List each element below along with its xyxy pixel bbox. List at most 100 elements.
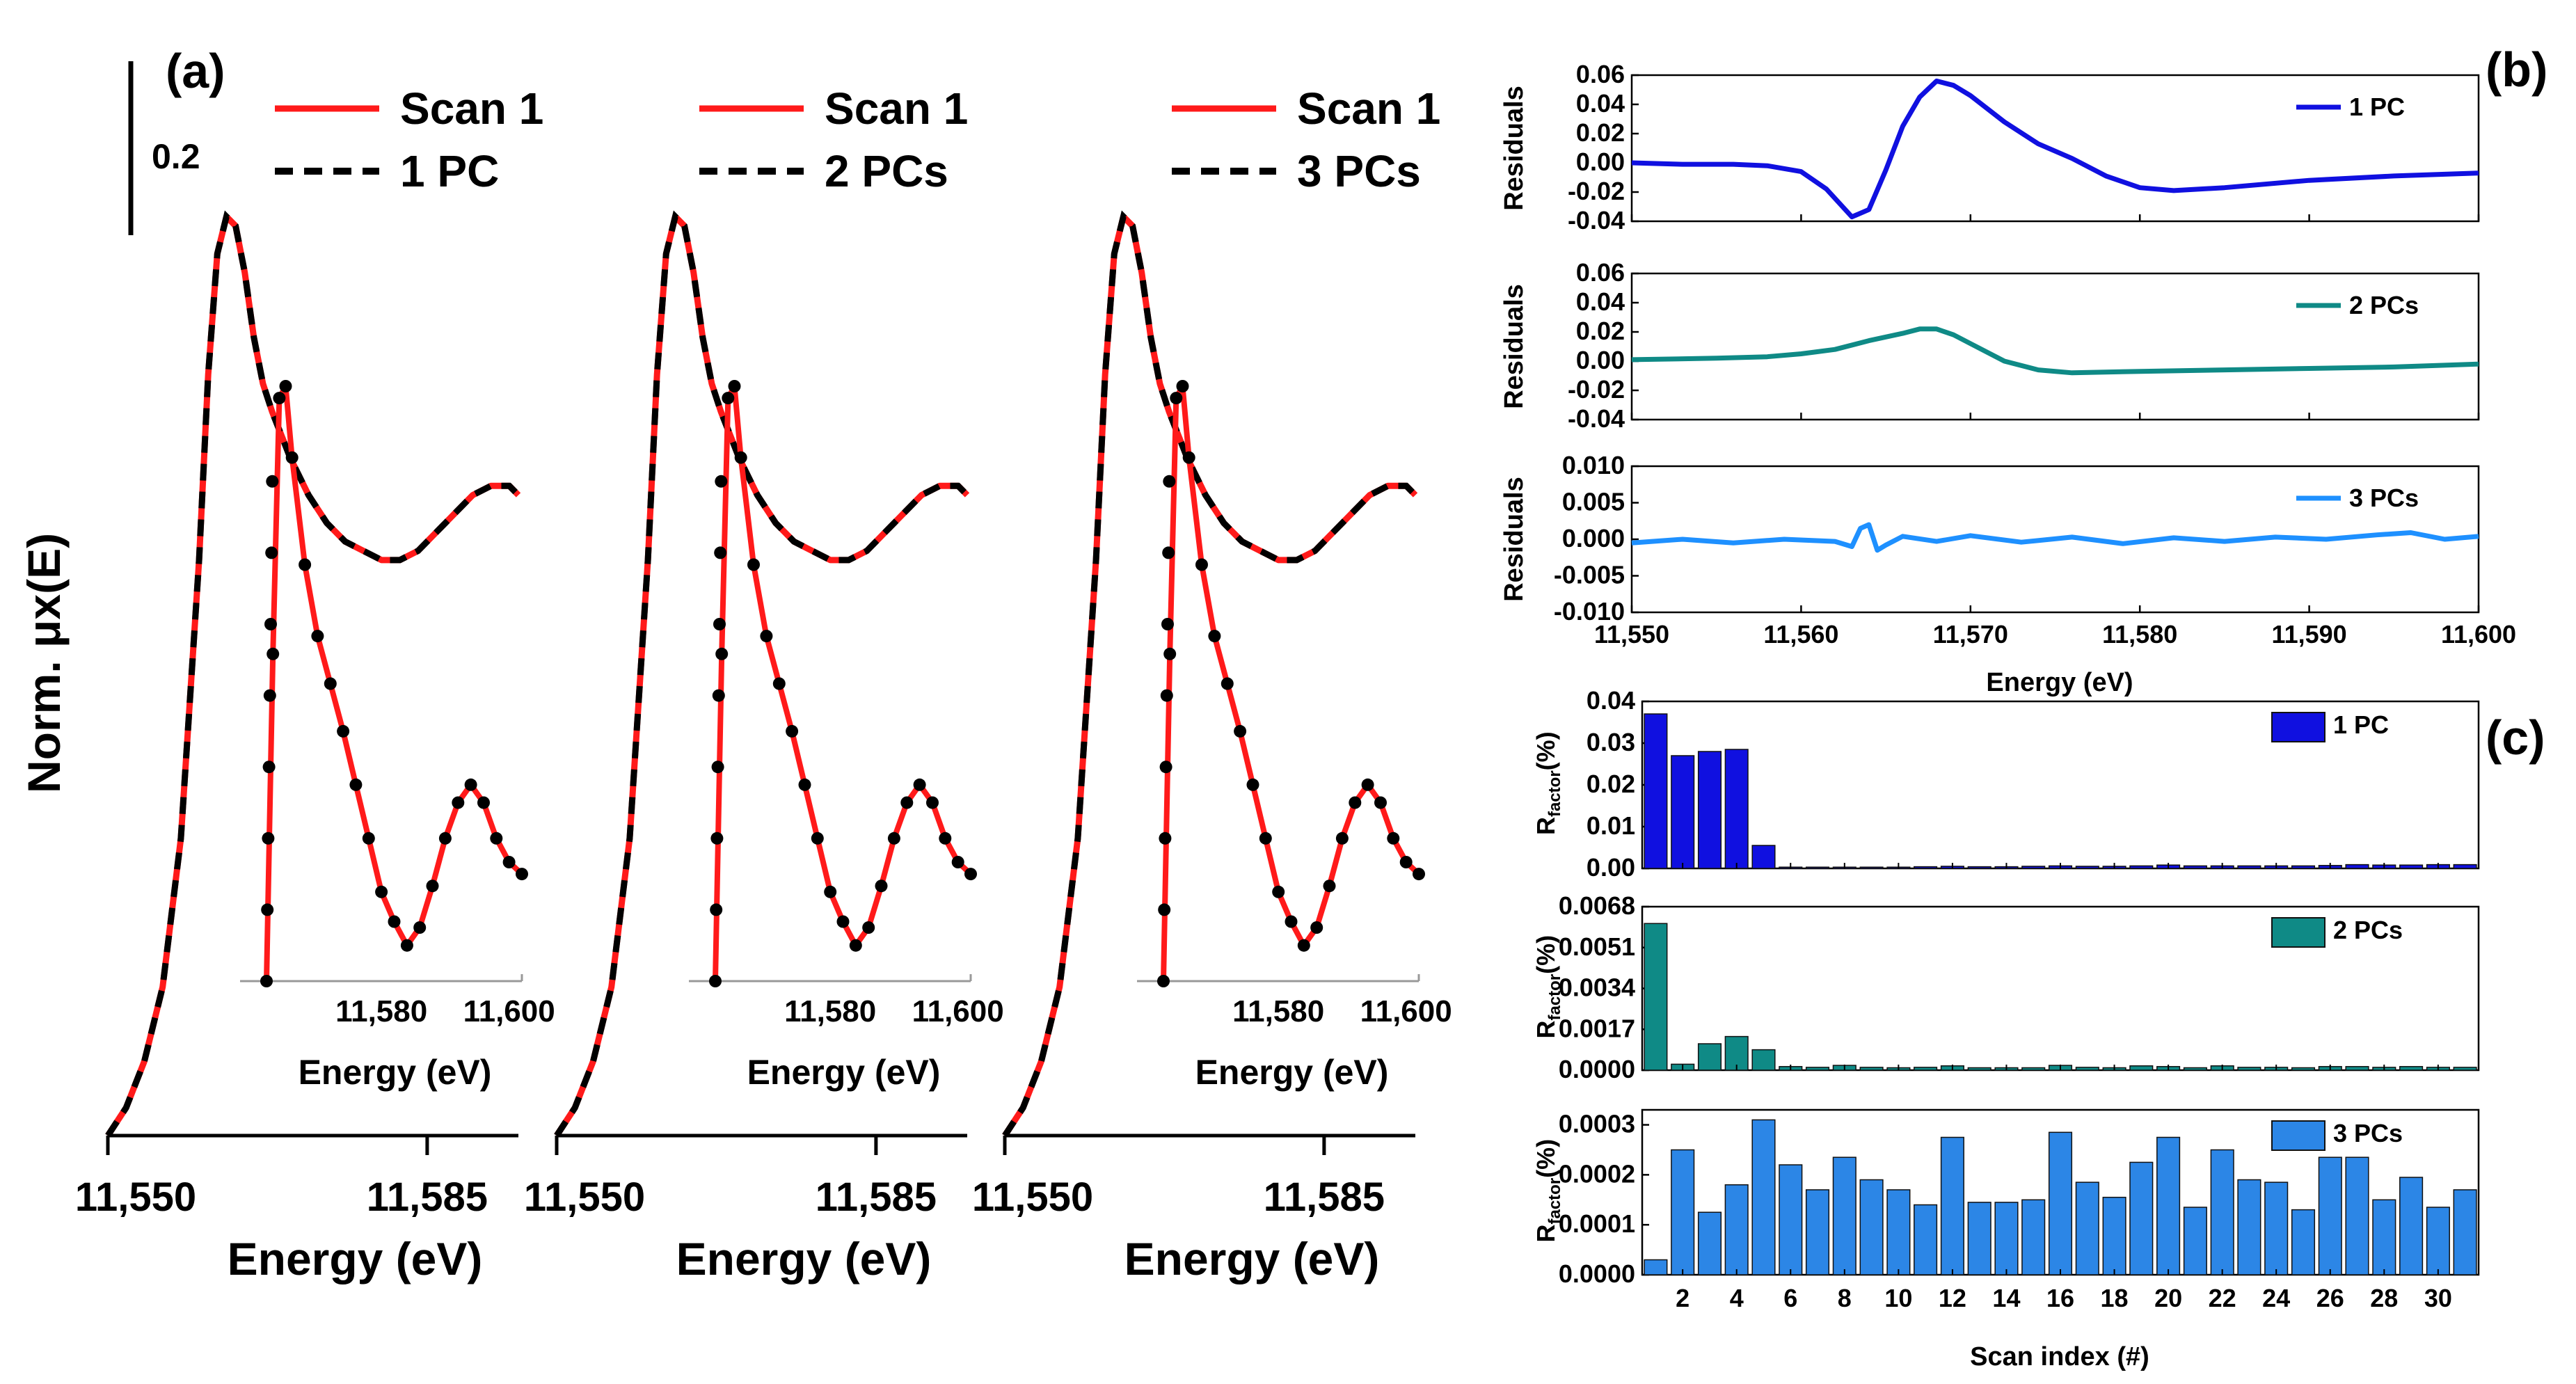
bar (2021, 866, 2046, 869)
bar (1671, 1149, 1695, 1275)
panel-b-subplot-3-pcs: Residuals 3 PCs 0.010 0.005 0.000 -0.005 -0.… (1500, 451, 2516, 649)
inset-fit-dot (760, 630, 773, 643)
bar (2237, 1179, 2261, 1275)
bar (2372, 1199, 2396, 1275)
y-tick-label: 0.06 (1576, 258, 1625, 287)
inset-fit-dot (1160, 689, 1173, 702)
inset-fit-dot (714, 546, 727, 559)
y-tick-label: 0.0068 (1559, 891, 1635, 920)
inset-fit-dot (1297, 939, 1310, 952)
inset-fit-dot (900, 796, 914, 809)
inset-x-tick-label: 11,580 (784, 994, 876, 1028)
inset-fit-dot (712, 689, 725, 702)
bar (2075, 1182, 2099, 1275)
legend-label: 1 PC (2333, 710, 2389, 739)
x-tick-label: 11,560 (1763, 620, 1838, 649)
y-tick-label: 0.03 (1587, 728, 1635, 756)
inset-fit-dot (964, 868, 977, 881)
inset-fit-dot (711, 761, 724, 774)
inset-fit-dot (1349, 796, 1362, 809)
inset-fit-dot (285, 451, 299, 464)
bar (2129, 1161, 2154, 1275)
inset-fit-dot (261, 903, 274, 916)
y-tick-label: 0.04 (1587, 686, 1635, 715)
x-tick-label: 12 (1939, 1284, 1966, 1312)
x-tick-label: 20 (2154, 1284, 2182, 1312)
x-tick-label: 30 (2424, 1284, 2452, 1312)
inset-fit-dot (260, 975, 273, 987)
legend-label: 2 PCs (2349, 291, 2419, 319)
inset-fit-dot (728, 380, 741, 392)
inset-fit-dot (262, 832, 275, 845)
plot-frame (1630, 272, 2480, 421)
inset-fit-dot (1162, 546, 1175, 559)
bar (1697, 751, 1722, 869)
inset-fit-dot (1157, 975, 1170, 987)
inset-fit-dot (862, 921, 875, 934)
bar (1940, 1136, 1964, 1275)
y-tick-label: 0.0051 (1559, 932, 1635, 961)
bar (1859, 866, 1884, 869)
inset-fit-dot (709, 975, 722, 987)
legend-label-fit: 1 PC (400, 146, 499, 196)
bar (2210, 1149, 2234, 1275)
y-axis-label: Rfactor(%) (1532, 731, 1564, 835)
bar (2021, 1199, 2046, 1275)
y-axis-label: Rfactor(%) (1532, 935, 1564, 1039)
bar (2264, 1182, 2289, 1275)
bar (1697, 1043, 1722, 1071)
y-tick-label: 0.00 (1576, 346, 1625, 374)
inset-fit-dot (710, 903, 723, 916)
panel-c: (c) Rfactor(%) 1 PC 0.04 0.03 0.02 0.01 0.00… (1532, 686, 2545, 1371)
inset-fit-dot (887, 832, 900, 845)
inset-fit-dot (1310, 921, 1323, 934)
x-tick-label: 11,550 (1594, 620, 1669, 649)
y-tick-label: 0.0003 (1559, 1110, 1635, 1138)
panel-c-tag: (c) (2486, 710, 2545, 765)
bar (2237, 865, 2261, 869)
x-axis-label: Energy (eV) (676, 1233, 932, 1284)
y-axis-label: Rfactor(%) (1532, 1139, 1564, 1243)
inset-fit-dot (722, 392, 735, 405)
y-tick-label: 0.0000 (1559, 1055, 1635, 1083)
bar (1671, 755, 1695, 869)
y-axis-label: Residuals (1500, 284, 1529, 409)
inset-fit-dot (913, 778, 926, 791)
bar (2291, 865, 2316, 869)
y-tick-label: 0.0000 (1559, 1259, 1635, 1288)
inset-fit-dot (836, 915, 850, 928)
inset-fit-dot (375, 885, 388, 898)
y-tick-label: 0.01 (1587, 811, 1635, 840)
x-tick-label: 11,550 (524, 1175, 645, 1220)
legend-label: 1 PC (2349, 93, 2405, 121)
y-tick-label: 0.02 (1576, 317, 1625, 345)
x-tick-label: 26 (2316, 1284, 2344, 1312)
x-tick-label: 10 (1884, 1284, 1912, 1312)
inset-fit-dot (266, 475, 279, 488)
y-tick-label: 0.04 (1576, 287, 1625, 316)
bar (2345, 1156, 2369, 1275)
inset-fit-dot (713, 618, 726, 630)
inset-fit-dot (426, 880, 439, 893)
panel-c-subplot-3-pcs: Rfactor(%) 3 PCs 0.0003 0.0002 0.0001 0.000… (1532, 1108, 2480, 1312)
y-tick-label: 0.0017 (1559, 1014, 1635, 1042)
panel-c-subplot-1-pc: Rfactor(%) 1 PC 0.04 0.03 0.02 0.01 0.00 (1532, 686, 2480, 882)
y-tick-label: 0.06 (1576, 60, 1625, 88)
bar (1914, 1067, 1938, 1071)
y-tick-label: 0.02 (1576, 118, 1625, 147)
inset-fit-dot (1176, 380, 1189, 392)
panel-a-subplot-2: 11,550 11,585 Energy (eV) Scan 1 2 PCs 1… (524, 83, 1004, 1284)
bar (1751, 1049, 1776, 1071)
inset-fit-dot (400, 939, 413, 952)
bar (2318, 1156, 2342, 1275)
panel-b-subplot-1-pc: Residuals 1 PC 0.060.040.020.00-0.02-0.0… (1500, 60, 2480, 234)
inset-fit-dot (264, 618, 277, 630)
bar (1724, 1035, 1749, 1071)
bar (1644, 923, 1668, 1071)
inset-fit-dot (1285, 915, 1298, 928)
inset-fit-dot (747, 558, 760, 571)
inset-fit-dot (263, 689, 276, 702)
inset-x-tick-label: 11,580 (1232, 994, 1324, 1028)
panel-b: (b) Residuals 1 PC 0.060.040.020.00-0.02… (1500, 42, 2547, 697)
bar (1994, 1202, 2019, 1275)
